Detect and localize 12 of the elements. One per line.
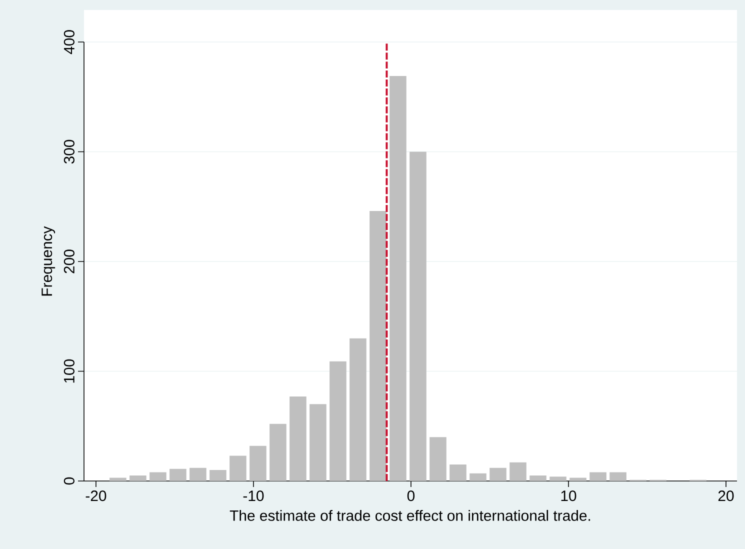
x-tick-label: 10 <box>561 490 576 502</box>
y-tick-label: 0 <box>64 477 74 485</box>
y-tick-label: 400 <box>64 30 74 54</box>
x-axis-title: The estimate of trade cost effect on international trade. <box>230 510 590 521</box>
y-tick-label: 300 <box>64 140 74 164</box>
x-tick-label: 20 <box>718 490 734 502</box>
x-tick-label: -10 <box>243 490 264 502</box>
y-tick-label: 100 <box>64 359 74 383</box>
x-tick-label: 0 <box>407 490 415 502</box>
x-tick-label: -20 <box>86 490 106 502</box>
y-axis-title: Frequency <box>42 226 56 296</box>
y-tick-label: 200 <box>64 250 74 274</box>
